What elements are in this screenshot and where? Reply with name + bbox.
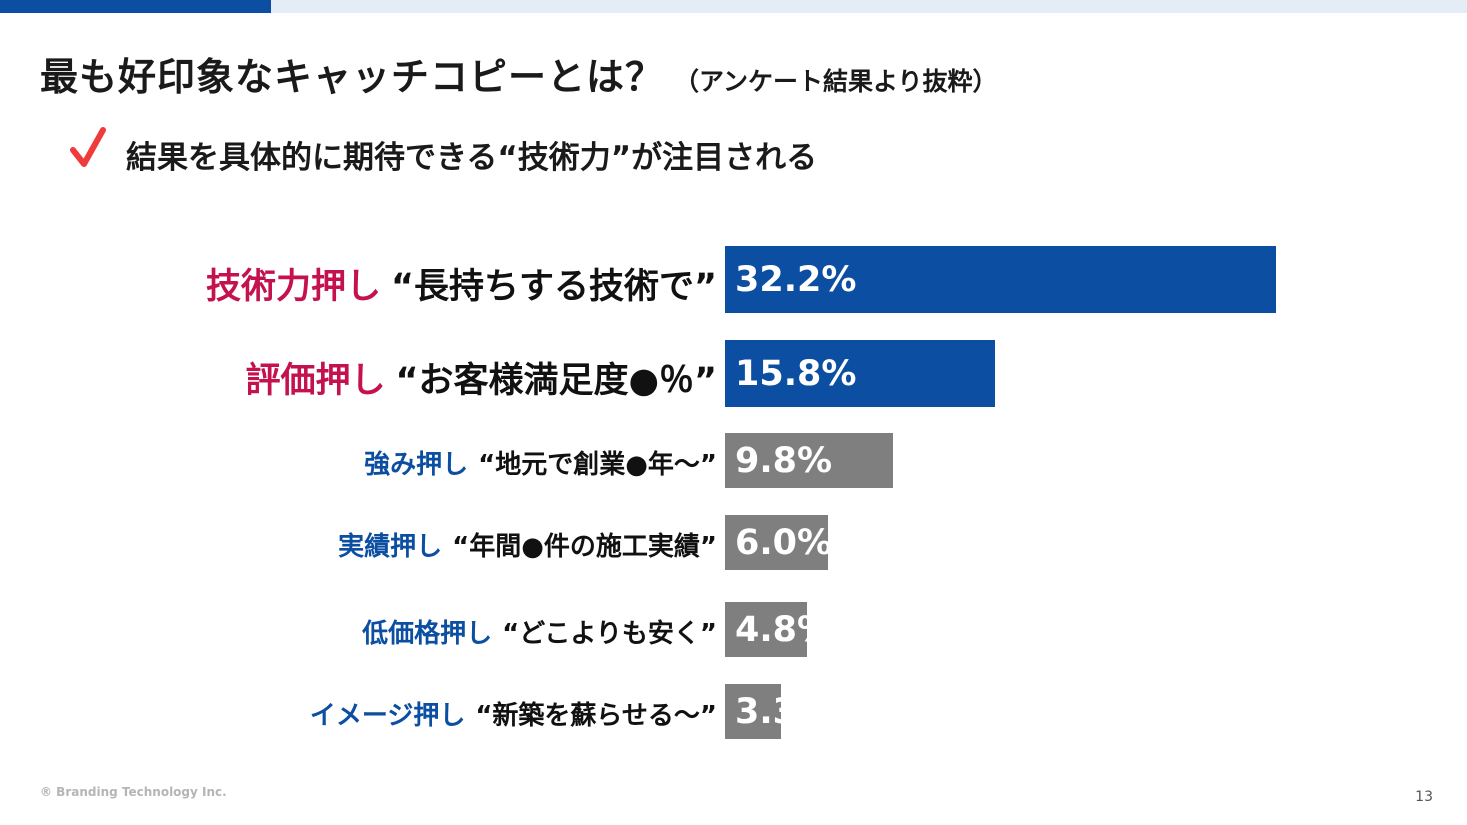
title-note: （アンケート結果より抜粋） (674, 67, 998, 96)
catchphrase: “長持ちする技術で” (390, 266, 717, 307)
data-label: 32.2% (735, 259, 857, 300)
page-number: 13 (1415, 789, 1433, 805)
catchphrase: “どこよりも安く” (502, 619, 717, 650)
bar-label: 技術力押し “長持ちする技術で” (206, 258, 717, 309)
bar-label: 強み押し “地元で創業●年～” (364, 444, 717, 481)
data-label: 15.8% (735, 353, 857, 394)
checkmark-icon (70, 127, 106, 167)
data-label: 3.3% (735, 691, 833, 732)
bar-label: 実績押し “年間●件の施工実績” (338, 526, 717, 563)
bar-label: 評価押し “お客様満足度●％” (245, 352, 717, 403)
bar: 4.8% (725, 602, 832, 657)
category-name: 技術力押し (205, 266, 381, 307)
data-label: 6.0% (735, 522, 833, 563)
data-label: 4.8% (735, 609, 833, 650)
title-main: 最も好印象なキャッチコピーとは？ (40, 55, 665, 99)
catchphrase: “地元で創業●年～” (478, 450, 717, 481)
copyright: ® Branding Technology Inc. (40, 785, 227, 799)
bar: 6.0% (725, 515, 832, 570)
bar: 32.2% (725, 246, 1276, 313)
category-name: 強み押し (364, 450, 469, 481)
catchphrase: “年間●件の施工実績” (452, 532, 717, 563)
category-name: 低価格押し (362, 619, 493, 650)
catchphrase: “お客様満足度●％” (395, 360, 717, 401)
header-bar (271, 0, 1467, 13)
page-title: 最も好印象なキャッチコピーとは？ （アンケート結果より抜粋） (40, 46, 998, 101)
data-label: 9.8% (735, 440, 833, 481)
catchphrase: “新築を蘇らせる～” (475, 701, 717, 732)
bar: 15.8% (725, 340, 995, 407)
bar: 3.3% (725, 684, 832, 739)
category-name: イメージ押し (309, 701, 466, 732)
category-name: 評価押し (245, 360, 386, 401)
category-name: 実績押し (338, 532, 443, 563)
header-accent-bar (0, 0, 271, 13)
bar: 9.8% (725, 433, 893, 488)
key-point: 結果を具体的に期待できる“技術力”が注目される (126, 140, 818, 176)
bar-label: 低価格押し “どこよりも安く” (362, 613, 717, 650)
bar-label: イメージ押し “新築を蘇らせる～” (310, 695, 717, 732)
